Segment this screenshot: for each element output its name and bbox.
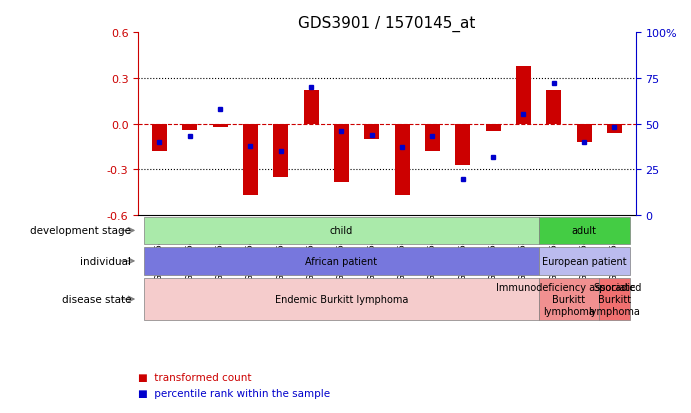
Bar — [213, 124, 228, 127]
Bar — [303, 91, 319, 124]
Text: development stage: development stage — [30, 226, 131, 236]
Text: ■  percentile rank within the sample: ■ percentile rank within the sample — [138, 389, 330, 399]
Text: individual: individual — [80, 256, 131, 266]
Bar — [152, 124, 167, 152]
FancyBboxPatch shape — [144, 247, 539, 275]
Text: Endemic Burkitt lymphoma: Endemic Burkitt lymphoma — [275, 294, 408, 304]
FancyBboxPatch shape — [144, 279, 539, 320]
Bar — [576, 124, 591, 142]
Bar — [516, 66, 531, 124]
Text: disease state: disease state — [61, 294, 131, 304]
Text: European patient: European patient — [542, 256, 627, 266]
Bar — [273, 124, 288, 178]
Text: African patient: African patient — [305, 256, 377, 266]
FancyBboxPatch shape — [539, 247, 630, 275]
Bar — [607, 124, 622, 133]
FancyBboxPatch shape — [539, 217, 630, 244]
Text: ■  transformed count: ■ transformed count — [138, 372, 252, 382]
Text: Sporadic
Burkitt
lymphoma: Sporadic Burkitt lymphoma — [589, 283, 641, 316]
Bar — [425, 124, 440, 152]
Bar — [546, 91, 561, 124]
Bar — [395, 124, 410, 196]
FancyBboxPatch shape — [599, 279, 630, 320]
Bar — [486, 124, 501, 132]
Title: GDS3901 / 1570145_at: GDS3901 / 1570145_at — [299, 16, 475, 32]
FancyBboxPatch shape — [539, 279, 599, 320]
Bar — [334, 124, 349, 182]
Bar — [455, 124, 471, 166]
Bar — [364, 124, 379, 140]
Bar — [243, 124, 258, 196]
Text: Immunodeficiency associated
Burkitt
lymphoma: Immunodeficiency associated Burkitt lymp… — [496, 283, 642, 316]
Text: adult: adult — [571, 226, 596, 236]
FancyBboxPatch shape — [144, 217, 539, 244]
Text: child: child — [330, 226, 353, 236]
Bar — [182, 124, 198, 131]
